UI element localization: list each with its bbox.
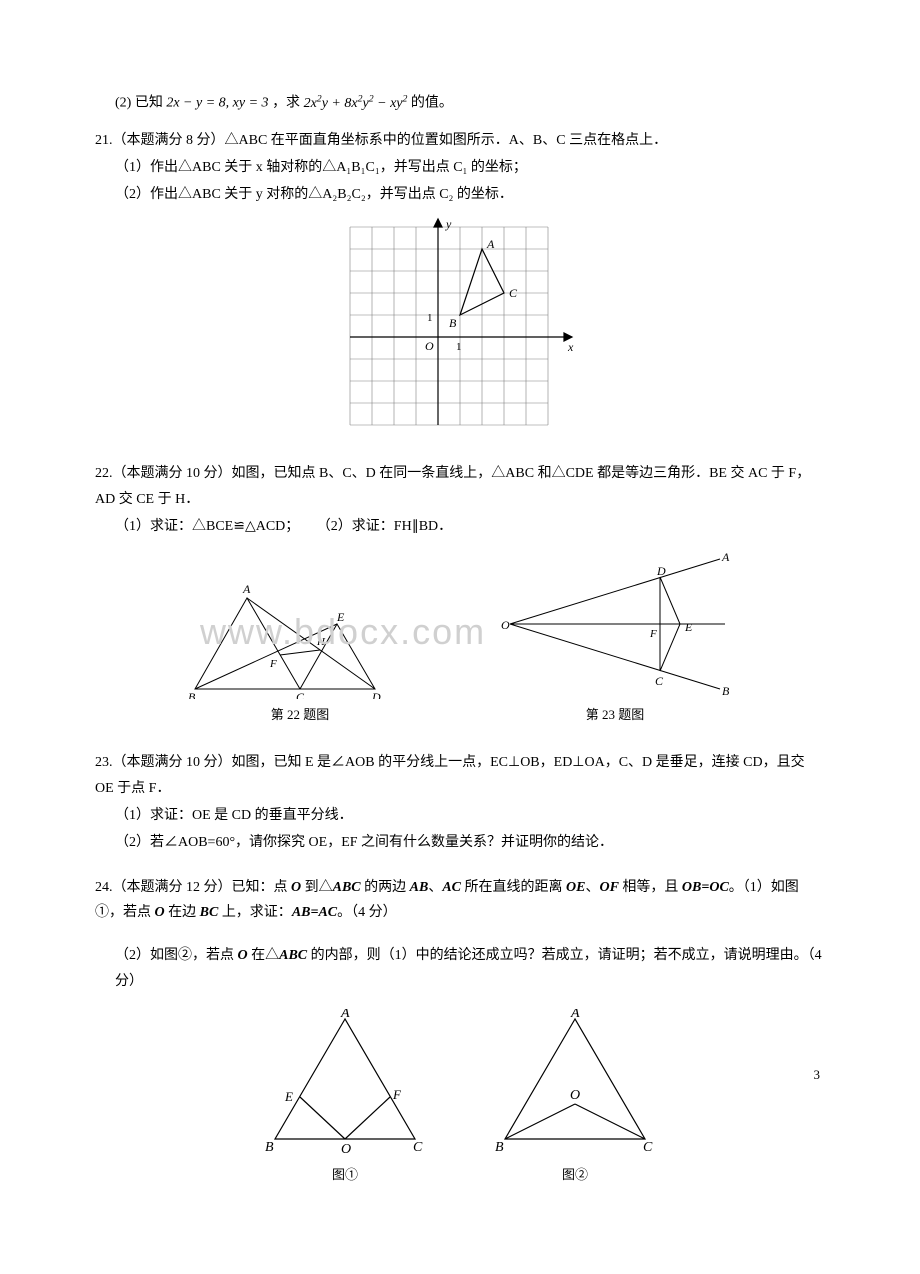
q24-h1: 24.（本题满分 12 分）已知：点 — [95, 880, 291, 895]
q24-h3: 的两边 — [361, 880, 410, 895]
q23-figure: O A B D C E F — [495, 549, 735, 699]
q22-e: E — [336, 610, 345, 624]
q22-caption: 第 22 题图 — [185, 703, 415, 726]
q24-h10: 上，求证： — [218, 905, 292, 920]
q24-h5: 所在直线的距离 — [461, 880, 566, 895]
f1-o: O — [341, 1142, 351, 1157]
q24-fig1-caption: 图① — [255, 1163, 435, 1186]
q24-abac: AB=AC — [292, 905, 337, 920]
q24-bc: BC — [200, 905, 219, 920]
q24-abc: ABC — [333, 880, 361, 895]
q23-part1: （1）求证：OE 是 CD 的垂直平分线． — [95, 803, 825, 828]
q24-fig2: A B C O — [485, 1009, 665, 1159]
q22-c: C — [296, 690, 305, 699]
q21-part1: （1）作出△ABC 关于 x 轴对称的△A₁B₁C₁，并写出点 C₁ 的坐标； — [95, 155, 825, 180]
q22-f: F — [269, 658, 277, 670]
f2-b: B — [495, 1140, 504, 1155]
q24-header: 24.（本题满分 12 分）已知：点 O 到△ABC 的两边 AB、AC 所在直… — [95, 875, 825, 925]
q24-h7: 相等，且 — [619, 880, 682, 895]
q22-a: A — [242, 582, 251, 596]
q24-oboc: OB=OC — [682, 880, 729, 895]
label-c: C — [509, 286, 518, 300]
f2-o: O — [570, 1088, 580, 1103]
q24-h2: 到△ — [301, 880, 333, 895]
q20-p2-prefix: (2) 已知 — [115, 96, 163, 111]
f2-c: C — [643, 1140, 653, 1155]
label-a: A — [486, 237, 495, 251]
q23-header: 23.（本题满分 10 分）如图，已知 E 是∠AOB 的平分线上一点，EC⊥O… — [95, 750, 825, 800]
q22-figure: A E B C D F H — [185, 549, 415, 699]
q23-d: D — [656, 564, 666, 578]
q20-p2-find: ，求 — [272, 96, 304, 111]
q23-e: E — [684, 620, 693, 634]
q23-b: B — [722, 684, 730, 698]
q20-p2-suffix: 的值。 — [411, 96, 453, 111]
q22-part1: （1）求证：△BCE≌△ACD； — [115, 519, 299, 534]
q22-h: H — [316, 636, 326, 648]
q20-part2: (2) 已知 2x − y = 8, xy = 3 ，求 2x2y + 8x2y… — [95, 90, 825, 116]
q24-o1: O — [291, 880, 301, 895]
q24-o2: O — [155, 905, 165, 920]
label-b: B — [449, 316, 457, 330]
f1-a: A — [340, 1009, 350, 1021]
f1-c: C — [413, 1140, 423, 1155]
q24-h9: 在边 — [165, 905, 200, 920]
q22-b: B — [188, 690, 196, 699]
axis-x: x — [567, 340, 574, 354]
q24-part2: （2）如图②，若点 O 在△ABC 的内部，则（1）中的结论还成立吗？若成立，请… — [95, 943, 825, 993]
q23-o: O — [501, 618, 510, 632]
tick-x: 1 — [456, 341, 462, 353]
q21-part2: （2）作出△ABC 关于 y 对称的△A₂B₂C₂，并写出点 C₂ 的坐标． — [95, 182, 825, 207]
q23-f: F — [649, 628, 657, 640]
q24-o3: O — [238, 948, 248, 963]
q23-caption: 第 23 题图 — [495, 703, 735, 726]
q24-abc2: ABC — [279, 948, 307, 963]
q22-part2: （2）求证：FH∥BD． — [317, 519, 452, 534]
q21-grid-figure: A B C O 1 1 x y — [340, 217, 580, 437]
q20-p2-expr: 2x2y + 8x2y2 − xy2 — [304, 96, 408, 111]
q23-a: A — [721, 550, 730, 564]
q24-p2a: （2）如图②，若点 — [115, 948, 238, 963]
q23-c: C — [655, 674, 664, 688]
q24-ab: AB — [410, 880, 429, 895]
q22-parts: （1）求证：△BCE≌△ACD； （2）求证：FH∥BD． — [95, 514, 825, 539]
f1-b: B — [265, 1140, 274, 1155]
q24-p2b: 在△ — [248, 948, 280, 963]
q23-part2: （2）若∠AOB=60°，请你探究 OE，EF 之间有什么数量关系？并证明你的结… — [95, 830, 825, 855]
f2-a: A — [570, 1009, 580, 1021]
q24-h4: 、 — [428, 880, 442, 895]
q24-h11: 。（4 分） — [337, 905, 397, 920]
label-o: O — [425, 339, 434, 353]
q20-p2-eq: 2x − y = 8, xy = 3 — [166, 96, 268, 111]
q24-ac: AC — [442, 880, 461, 895]
q24-oe: OE — [566, 880, 585, 895]
tick-y: 1 — [427, 312, 433, 324]
q24-fig2-caption: 图② — [485, 1163, 665, 1186]
f1-e: E — [284, 1089, 293, 1104]
q24-of: OF — [599, 880, 618, 895]
q22-d: D — [371, 690, 381, 699]
q24-h6: 、 — [585, 880, 599, 895]
axis-y: y — [445, 217, 452, 231]
page-number: 3 — [814, 1063, 821, 1086]
q21-header: 21.（本题满分 8 分）△ABC 在平面直角坐标系中的位置如图所示．A、B、C… — [95, 128, 825, 153]
q22-header: 22.（本题满分 10 分）如图，已知点 B、C、D 在同一条直线上，△ABC … — [95, 461, 825, 511]
q24-fig1: A B C O E F — [255, 1009, 435, 1159]
f1-f: F — [392, 1087, 402, 1102]
